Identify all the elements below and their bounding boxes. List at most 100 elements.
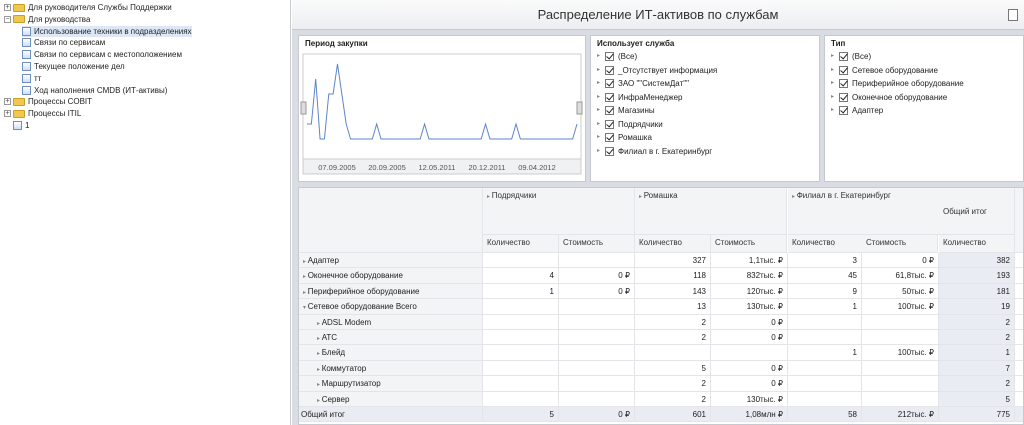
expand-arrow-icon[interactable]: ▸ <box>317 336 322 342</box>
checkbox[interactable] <box>839 65 848 75</box>
row-header: ▸ Адаптер <box>299 253 483 269</box>
tree-item-label: тт <box>34 73 42 83</box>
checkbox[interactable] <box>839 92 848 102</box>
checkbox[interactable] <box>605 119 614 129</box>
tree-item[interactable]: Связи по сервисам <box>22 37 105 48</box>
expand-arrow-icon[interactable]: ▸ <box>639 194 644 200</box>
filter-item-label: Филиал в г. Екатеринбург <box>618 146 713 156</box>
checkbox[interactable] <box>839 52 848 62</box>
checkbox[interactable] <box>605 79 614 89</box>
filter-item[interactable]: ▸ Подрядчики <box>591 118 819 132</box>
checkbox[interactable] <box>605 146 614 156</box>
value-cell: 0 ₽ <box>711 376 788 392</box>
column-group-label: Филиал в г. Екатеринбург <box>796 191 891 200</box>
checkbox[interactable] <box>605 52 614 62</box>
value-cell: 832тыс. ₽ <box>711 268 788 284</box>
value-cell: 601 <box>635 407 711 423</box>
filter-item[interactable]: ▸ _Отсутствует информация <box>591 64 819 78</box>
value-cell <box>559 360 635 377</box>
expander-icon[interactable]: + <box>4 98 11 106</box>
value-cell: 193 <box>939 268 1015 284</box>
range-handle-left <box>300 101 307 115</box>
checkbox[interactable] <box>605 106 614 116</box>
checkbox[interactable] <box>605 65 614 75</box>
expander-icon[interactable]: + <box>4 4 11 11</box>
expand-arrow-icon[interactable]: ▸ <box>317 320 322 327</box>
filter-item-label: Адаптер <box>852 106 884 116</box>
filter-item[interactable]: ▸ Сетевое оборудование <box>825 64 1023 78</box>
tree-item[interactable]: Ход наполнения CMDB (ИТ-активы) <box>22 85 167 96</box>
filter-item[interactable]: ▸ Магазины <box>591 104 819 118</box>
expand-arrow-icon[interactable]: ▾ <box>303 305 308 312</box>
expand-arrow-icon: ▸ <box>597 134 601 141</box>
tree-item[interactable]: + Для руководителя Службы Поддержки <box>4 2 172 13</box>
row-label: Блейд <box>321 348 346 358</box>
value-cell <box>559 314 635 330</box>
expand-arrow-icon[interactable]: ▸ <box>303 274 308 281</box>
value-cell: 5 <box>635 360 711 377</box>
filler-cell <box>1015 268 1023 284</box>
report-icon <box>22 73 31 83</box>
report-icon <box>22 50 31 60</box>
filter-item[interactable]: ▸ Периферийное оборудование <box>825 77 1023 91</box>
expand-arrow-icon: ▸ <box>597 107 601 114</box>
expand-arrow-icon[interactable]: ▸ <box>317 382 322 389</box>
expand-arrow-icon[interactable]: ▸ <box>317 366 322 373</box>
row-label: Периферийное оборудование <box>307 286 420 296</box>
checkbox[interactable] <box>605 133 614 143</box>
checkbox[interactable] <box>605 92 614 102</box>
expand-arrow-icon: ▸ <box>597 53 601 60</box>
filter-item[interactable]: ▸ (Все) <box>591 50 819 64</box>
filter-item[interactable]: ▸ Ромашка <box>591 131 819 145</box>
filler-cell <box>1015 392 1023 407</box>
checkbox[interactable] <box>839 106 848 116</box>
value-cell <box>862 330 939 346</box>
expand-arrow-icon: ▸ <box>831 53 835 60</box>
value-cell: 143 <box>635 283 711 300</box>
period-filter[interactable]: Период закупки 07.09.2005 20.09.2005 12.05… <box>298 35 586 182</box>
value-cell: 19 <box>939 299 1015 315</box>
expand-arrow-icon[interactable]: ▸ <box>317 351 322 358</box>
tree-item[interactable]: Текущее положение дел <box>22 61 125 72</box>
expand-arrow-icon[interactable]: ▸ <box>487 194 492 200</box>
pivot-corner <box>299 188 483 253</box>
expand-arrow-icon[interactable]: ▸ <box>303 259 308 265</box>
row-label: Оконечное оборудование <box>307 271 403 281</box>
filter-item[interactable]: ▸ ИнфраМенеджер <box>591 91 819 105</box>
tree-item[interactable]: + Процессы ITIL <box>4 108 81 119</box>
expand-arrow-icon[interactable]: ▸ <box>792 194 797 200</box>
export-icon[interactable] <box>1008 9 1018 21</box>
filter-item-label: Подрядчики <box>618 119 663 129</box>
tree-item-label: Процессы COBIT <box>28 97 93 107</box>
value-cell: 382 <box>939 253 1015 269</box>
folder-icon <box>13 97 25 106</box>
tree-item[interactable]: − Для руководства <box>4 14 90 25</box>
filter-item[interactable]: ▸ (Все) <box>825 50 1023 64</box>
tree-item[interactable]: 1 <box>13 120 29 131</box>
tree-item[interactable]: Связи по сервисам с местоположением <box>22 49 182 60</box>
filter-item[interactable]: ▸ ЗАО ""СистемДат"" <box>591 77 819 91</box>
expander-icon[interactable]: − <box>4 15 11 23</box>
tree-item[interactable]: + Процессы COBIT <box>4 96 92 107</box>
row-header: ▾ Сетевое оборудование Всего <box>299 299 483 315</box>
value-cell <box>559 391 635 407</box>
checkbox[interactable] <box>839 79 848 89</box>
type-filter: Тип ▸ (Все) ▸ Сетевое оборудование ▸ Перифери… <box>824 35 1024 182</box>
value-cell <box>788 360 862 377</box>
value-cell <box>483 330 559 346</box>
period-range-chart[interactable]: 07.09.2005 20.09.2005 12.05.2011 20.12.2011… <box>299 52 585 180</box>
value-cell: 100тыс. ₽ <box>862 345 939 361</box>
filler-cell <box>1015 299 1023 315</box>
filter-item[interactable]: ▸ Адаптер <box>825 104 1023 118</box>
expand-arrow-icon[interactable]: ▸ <box>317 397 322 404</box>
value-cell: 327 <box>635 253 711 269</box>
filter-item[interactable]: ▸ Филиал в г. Екатеринбург <box>591 145 819 159</box>
report-icon <box>22 38 31 48</box>
expand-arrow-icon[interactable]: ▸ <box>303 289 308 296</box>
tree-item[interactable]: тт <box>22 73 41 84</box>
filter-item[interactable]: ▸ Оконечное оборудование <box>825 91 1023 105</box>
filter-item-label: Ромашка <box>618 133 652 143</box>
qty-header: Количество <box>635 235 711 253</box>
tree-item[interactable]: Использование техники в подразделениях <box>22 25 192 37</box>
expander-icon[interactable]: + <box>4 110 11 118</box>
